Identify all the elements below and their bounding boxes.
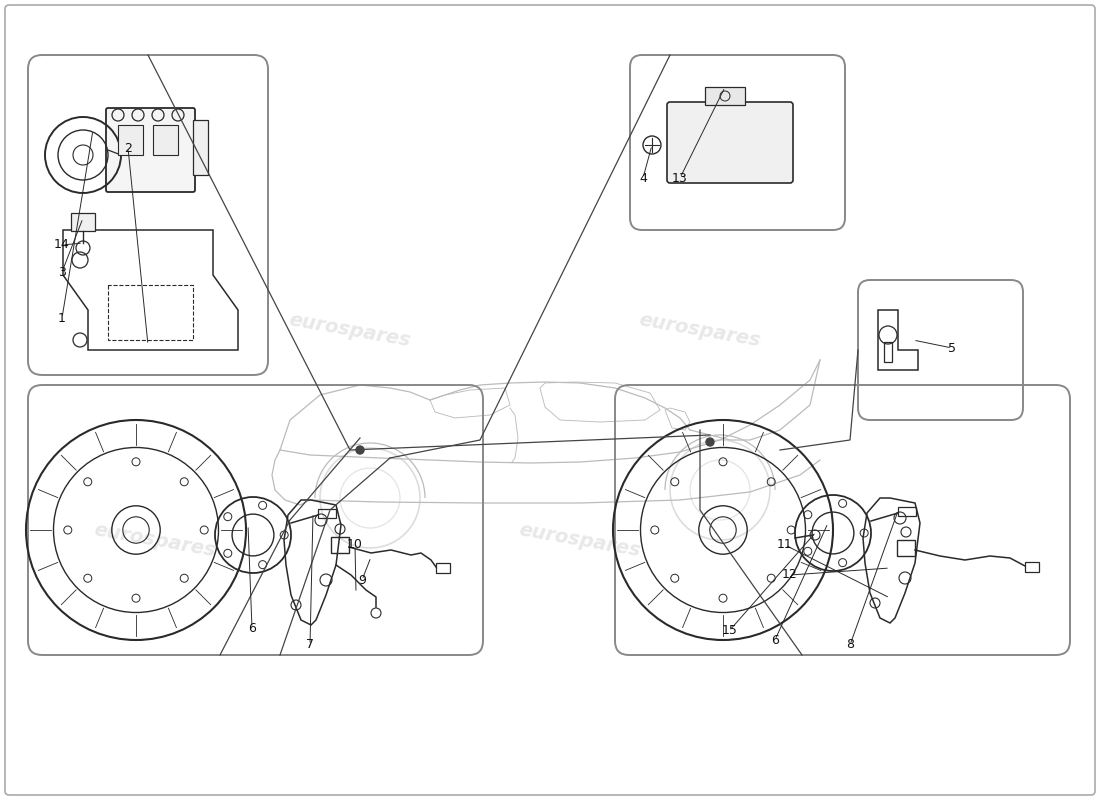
Bar — [72, 213, 95, 231]
Text: 2: 2 — [124, 142, 132, 154]
Text: 13: 13 — [672, 171, 688, 185]
Text: 8: 8 — [846, 638, 854, 651]
FancyBboxPatch shape — [667, 102, 793, 183]
FancyBboxPatch shape — [106, 108, 195, 192]
Bar — [898, 507, 916, 516]
Text: eurospares: eurospares — [287, 310, 412, 350]
Bar — [153, 125, 178, 155]
Circle shape — [706, 438, 714, 446]
Bar — [192, 120, 208, 175]
Text: 3: 3 — [58, 266, 66, 278]
Bar — [1025, 562, 1040, 572]
Text: eurospares: eurospares — [92, 520, 218, 560]
Bar — [318, 509, 336, 518]
Text: 10: 10 — [348, 538, 363, 551]
Bar — [705, 87, 745, 105]
Text: 7: 7 — [306, 638, 313, 651]
Text: 12: 12 — [782, 569, 797, 582]
Text: 5: 5 — [948, 342, 956, 354]
Text: 14: 14 — [54, 238, 70, 251]
Bar — [884, 342, 892, 362]
Bar — [331, 537, 349, 553]
Text: 6: 6 — [771, 634, 779, 646]
Text: 4: 4 — [639, 171, 647, 185]
Text: eurospares: eurospares — [518, 520, 642, 560]
Text: 6: 6 — [249, 622, 256, 634]
Bar — [896, 540, 915, 556]
Circle shape — [356, 446, 364, 454]
Bar — [118, 125, 143, 155]
Text: 9: 9 — [359, 574, 366, 586]
Text: 15: 15 — [722, 623, 738, 637]
Text: 1: 1 — [58, 311, 66, 325]
Text: 11: 11 — [777, 538, 793, 551]
Text: eurospares: eurospares — [638, 310, 762, 350]
Bar — [436, 563, 450, 573]
